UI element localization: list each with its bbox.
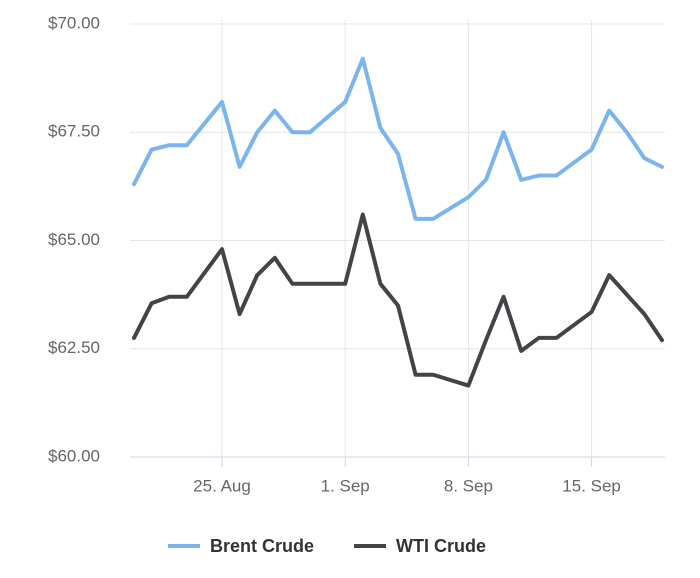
y-tick-label: $65.00 [48,230,100,249]
y-tick-label: $60.00 [48,446,100,465]
x-tick-label: 25. Aug [193,476,251,495]
x-tick-label: 8. Sep [444,476,493,495]
legend-item: WTI Crude [354,536,486,556]
x-tick-label: 15. Sep [562,476,621,495]
legend-label: Brent Crude [210,536,314,556]
y-tick-label: $70.00 [48,13,100,32]
legend-label: WTI Crude [396,536,486,556]
x-tick-label: 1. Sep [321,476,370,495]
y-tick-label: $67.50 [48,122,100,141]
series-line [132,56,664,221]
series-line [132,212,664,388]
y-tick-label: $62.50 [48,338,100,357]
legend-item: Brent Crude [168,536,314,556]
